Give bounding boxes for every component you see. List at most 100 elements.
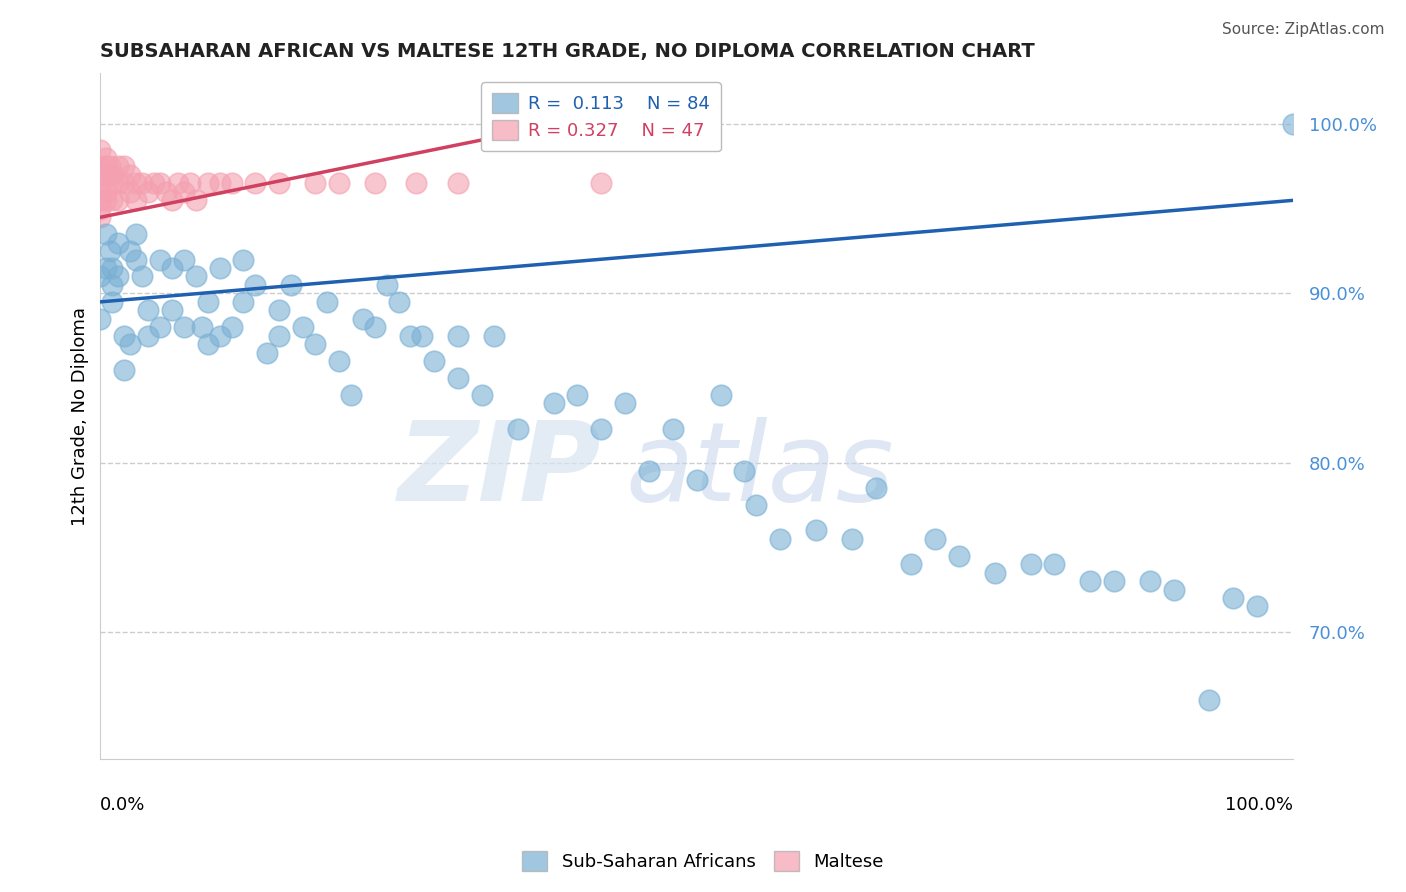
Point	[924, 532, 946, 546]
Point	[120, 337, 142, 351]
Point	[107, 235, 129, 250]
Point	[304, 337, 326, 351]
Point	[948, 549, 970, 563]
Point	[591, 422, 613, 436]
Point	[482, 328, 505, 343]
Point	[471, 388, 494, 402]
Point	[900, 557, 922, 571]
Point	[125, 177, 148, 191]
Point	[745, 498, 768, 512]
Point	[1043, 557, 1066, 571]
Point	[208, 260, 231, 275]
Point	[89, 202, 111, 216]
Text: ZIP: ZIP	[398, 417, 602, 524]
Point	[160, 194, 183, 208]
Point	[638, 464, 661, 478]
Point	[179, 177, 201, 191]
Point	[405, 177, 427, 191]
Legend: R =  0.113    N = 84, R = 0.327    N = 47: R = 0.113 N = 84, R = 0.327 N = 47	[481, 82, 721, 151]
Point	[614, 396, 637, 410]
Point	[131, 177, 153, 191]
Point	[120, 168, 142, 182]
Point	[1163, 582, 1185, 597]
Point	[96, 260, 118, 275]
Point	[107, 177, 129, 191]
Point	[363, 320, 385, 334]
Point	[245, 277, 267, 292]
Point	[769, 532, 792, 546]
Point	[136, 328, 159, 343]
Point	[567, 388, 589, 402]
Point	[328, 177, 350, 191]
Point	[352, 311, 374, 326]
Point	[89, 168, 111, 182]
Point	[543, 396, 565, 410]
Point	[89, 177, 111, 191]
Point	[89, 194, 111, 208]
Point	[328, 354, 350, 368]
Point	[208, 177, 231, 191]
Point	[662, 422, 685, 436]
Legend: Sub-Saharan Africans, Maltese: Sub-Saharan Africans, Maltese	[515, 844, 891, 879]
Point	[125, 252, 148, 267]
Point	[125, 227, 148, 242]
Text: SUBSAHARAN AFRICAN VS MALTESE 12TH GRADE, NO DIPLOMA CORRELATION CHART: SUBSAHARAN AFRICAN VS MALTESE 12TH GRADE…	[100, 42, 1035, 61]
Point	[447, 371, 470, 385]
Point	[423, 354, 446, 368]
Point	[96, 185, 118, 199]
Point	[120, 185, 142, 199]
Point	[591, 177, 613, 191]
Point	[112, 328, 135, 343]
Point	[96, 194, 118, 208]
Point	[1222, 591, 1244, 605]
Point	[160, 303, 183, 318]
Point	[280, 277, 302, 292]
Point	[399, 328, 422, 343]
Point	[101, 260, 124, 275]
Point	[411, 328, 433, 343]
Point	[269, 177, 291, 191]
Y-axis label: 12th Grade, No Diploma: 12th Grade, No Diploma	[72, 307, 89, 525]
Point	[184, 269, 207, 284]
Point	[112, 362, 135, 376]
Point	[107, 269, 129, 284]
Point	[101, 177, 124, 191]
Point	[865, 481, 887, 495]
Point	[107, 194, 129, 208]
Point	[197, 294, 219, 309]
Point	[149, 320, 172, 334]
Point	[1198, 692, 1220, 706]
Point	[112, 160, 135, 174]
Point	[98, 244, 121, 259]
Point	[101, 168, 124, 182]
Text: atlas: atlas	[626, 417, 894, 524]
Point	[363, 177, 385, 191]
Point	[89, 185, 111, 199]
Point	[89, 160, 111, 174]
Point	[101, 294, 124, 309]
Point	[841, 532, 863, 546]
Point	[173, 320, 195, 334]
Point	[155, 185, 177, 199]
Point	[709, 388, 731, 402]
Point	[221, 320, 243, 334]
Point	[733, 464, 755, 478]
Point	[292, 320, 315, 334]
Point	[98, 160, 121, 174]
Point	[136, 185, 159, 199]
Point	[120, 244, 142, 259]
Point	[221, 177, 243, 191]
Point	[184, 194, 207, 208]
Point	[112, 177, 135, 191]
Point	[1282, 117, 1305, 131]
Point	[375, 277, 398, 292]
Point	[269, 328, 291, 343]
Text: 100.0%: 100.0%	[1225, 797, 1294, 814]
Point	[316, 294, 339, 309]
Point	[1078, 574, 1101, 588]
Point	[232, 252, 254, 267]
Point	[447, 328, 470, 343]
Point	[197, 177, 219, 191]
Point	[1102, 574, 1125, 588]
Point	[160, 260, 183, 275]
